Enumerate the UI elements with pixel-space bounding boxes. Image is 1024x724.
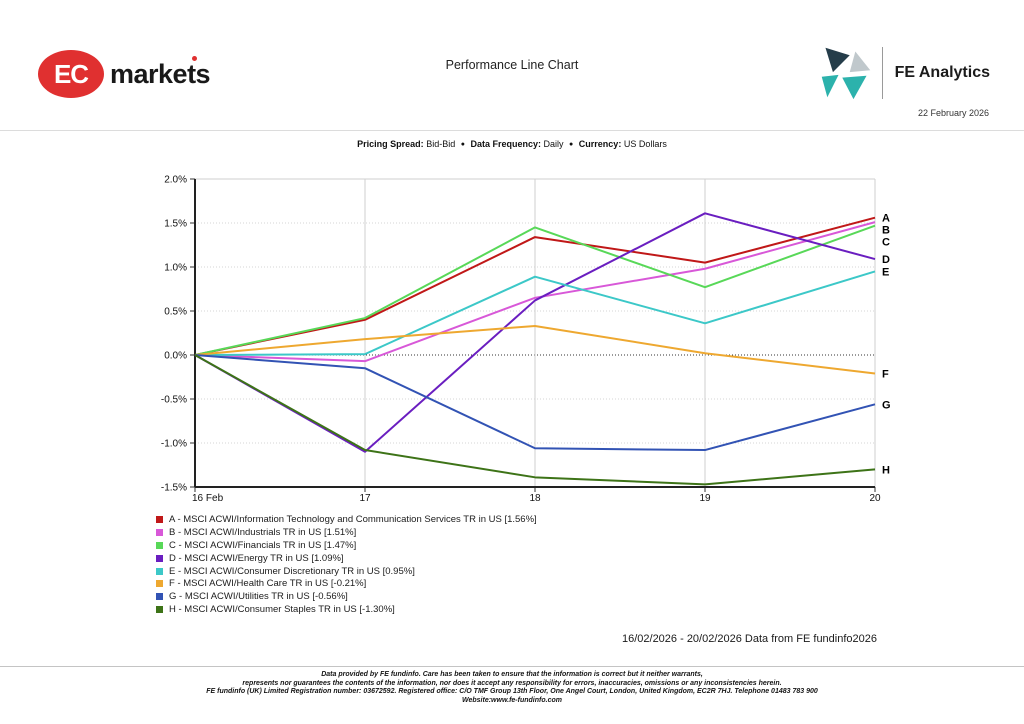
- series-end-label-C: C: [882, 237, 890, 249]
- series-line-B: [194, 221, 876, 363]
- header-divider: [0, 130, 1024, 131]
- chart-legend: A - MSCI ACWI/Information Technology and…: [156, 513, 537, 616]
- y-tick-label: -1.5%: [161, 483, 187, 494]
- legend-label: H - MSCI ACWI/Consumer Staples TR in US …: [169, 604, 395, 616]
- bullet-separator: ●: [460, 141, 465, 148]
- y-tick-label: 1.0%: [164, 263, 187, 274]
- series-end-label-F: F: [882, 368, 889, 380]
- brand-word-text: markets: [110, 58, 211, 89]
- legend-swatch-icon: [156, 580, 163, 588]
- legend-label: A - MSCI ACWI/Information Technology and…: [169, 513, 537, 525]
- series-end-label-B: B: [882, 225, 890, 237]
- bullet-separator: ●: [569, 141, 574, 148]
- date-range-note: 16/02/2026 - 20/02/2026 Data from FE fun…: [621, 633, 877, 645]
- footer-line: Data provided by FE fundinfo. Care has b…: [321, 671, 703, 678]
- legend-swatch-icon: [156, 554, 163, 562]
- ec-brand-word: markets: [110, 55, 211, 90]
- legend-item: G - MSCI ACWI/Utilities TR in US [-0.56%…: [156, 590, 537, 603]
- legend-label: F - MSCI ACWI/Health Care TR in US [-0.2…: [169, 578, 367, 590]
- legend-swatch-icon: [156, 515, 163, 523]
- x-tick-label: 18: [529, 493, 541, 504]
- series-end-label-G: G: [882, 399, 891, 411]
- series-line-E: [194, 270, 876, 356]
- data-frequency-label: Data Frequency:: [470, 139, 541, 149]
- page-title: Performance Line Chart: [445, 58, 579, 72]
- footer-line: Website:www.fe-fundinfo.com: [462, 696, 562, 704]
- fe-analytics-name: FE Analytics: [894, 64, 990, 81]
- legend-swatch-icon: [156, 606, 163, 614]
- x-tick-label: 20: [869, 493, 881, 504]
- series-line-H: [194, 354, 876, 486]
- brand-dot-icon: [192, 55, 198, 61]
- legend-label: C - MSCI ACWI/Financials TR in US [1.47%…: [169, 539, 357, 551]
- x-tick-label: 16 Feb: [192, 493, 224, 504]
- fe-logo-divider: [881, 47, 883, 99]
- series-end-label-A: A: [882, 213, 890, 225]
- legend-label: D - MSCI ACWI/Energy TR in US [1.09%]: [169, 552, 344, 564]
- series-end-label-E: E: [882, 266, 889, 278]
- report-date: 22 February 2026: [917, 108, 989, 118]
- fe-analytics-logo: FE Analytics: [818, 45, 990, 101]
- pricing-spread-value: Bid-Bid: [426, 139, 456, 149]
- x-tick-label: 17: [359, 493, 371, 504]
- legend-swatch-icon: [156, 593, 163, 601]
- legend-item: D - MSCI ACWI/Energy TR in US [1.09%]: [156, 552, 537, 565]
- y-tick-label: 2.0%: [164, 175, 187, 186]
- legend-item: B - MSCI ACWI/Industrials TR in US [1.51…: [156, 526, 537, 539]
- series-line-D: [194, 212, 876, 453]
- chart-settings-line: Pricing Spread: Bid-Bid ● Data Frequency…: [0, 139, 1024, 149]
- fe-pinwheel-icon: [821, 47, 870, 100]
- currency-value: US Dollars: [623, 139, 667, 149]
- footer-line: represents nor guarantees the contents o…: [242, 679, 782, 687]
- pricing-spread-label: Pricing Spread:: [357, 139, 424, 149]
- footer-disclaimer: Data provided by FE fundinfo. Care has b…: [0, 666, 1024, 705]
- y-tick-label: 0.0%: [164, 351, 187, 362]
- ec-markets-logo: EC markets: [38, 50, 211, 98]
- legend-swatch-icon: [156, 567, 163, 575]
- series-end-label-H: H: [882, 464, 890, 476]
- ec-badge: EC: [38, 50, 104, 98]
- y-tick-label: -1.0%: [161, 439, 187, 450]
- y-tick-label: -0.5%: [161, 395, 187, 406]
- legend-swatch-icon: [156, 541, 163, 549]
- x-tick-label: 19: [699, 493, 711, 504]
- legend-item: F - MSCI ACWI/Health Care TR in US [-0.2…: [156, 577, 537, 590]
- series-line-C: [194, 224, 876, 356]
- legend-item: E - MSCI ACWI/Consumer Discretionary TR …: [156, 565, 537, 578]
- y-tick-label: 0.5%: [164, 307, 187, 318]
- series-line-F: [194, 324, 876, 375]
- legend-label: B - MSCI ACWI/Industrials TR in US [1.51…: [169, 526, 357, 538]
- legend-item: A - MSCI ACWI/Information Technology and…: [156, 513, 537, 526]
- y-tick-label: 1.5%: [164, 219, 187, 230]
- footer-line: FE fundinfo (UK) Limited Registration nu…: [206, 688, 818, 696]
- legend-swatch-icon: [156, 528, 163, 536]
- currency-label: Currency:: [578, 139, 622, 149]
- legend-item: C - MSCI ACWI/Financials TR in US [1.47%…: [156, 539, 537, 552]
- series-line-A: [194, 216, 876, 356]
- series-end-label-D: D: [882, 254, 890, 266]
- legend-label: G - MSCI ACWI/Utilities TR in US [-0.56%…: [169, 591, 348, 603]
- legend-label: E - MSCI ACWI/Consumer Discretionary TR …: [169, 565, 415, 577]
- data-frequency-value: Daily: [543, 139, 564, 149]
- legend-item: H - MSCI ACWI/Consumer Staples TR in US …: [156, 603, 537, 616]
- series-line-G: [194, 354, 876, 452]
